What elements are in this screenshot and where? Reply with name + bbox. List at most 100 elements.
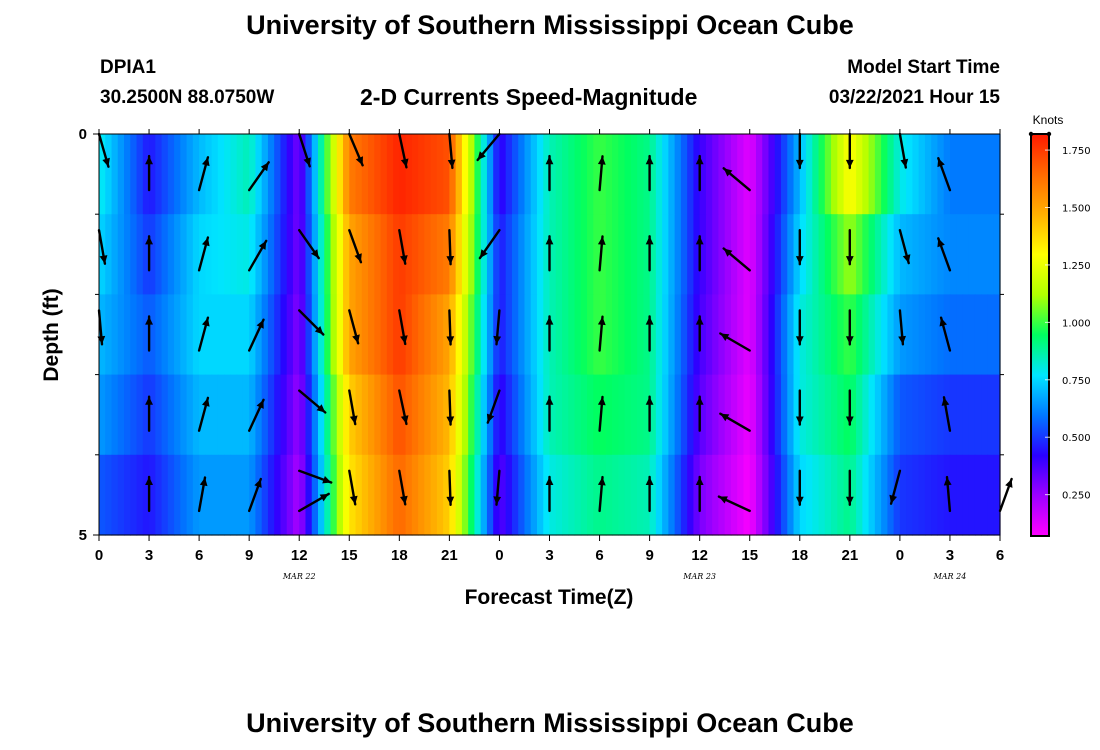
vector-arrowhead bbox=[400, 255, 408, 264]
current-vector bbox=[446, 469, 455, 506]
heatmap-cell bbox=[511, 134, 519, 215]
heatmap-cell bbox=[192, 374, 200, 456]
heatmap-cell bbox=[668, 214, 676, 295]
heatmap-cell bbox=[418, 374, 425, 456]
heatmap-cell bbox=[643, 294, 651, 376]
heatmap-cell bbox=[543, 214, 551, 295]
vector-arrowhead bbox=[845, 256, 854, 265]
vector-arrowhead bbox=[695, 476, 704, 485]
heatmap-cell bbox=[768, 294, 776, 376]
heatmap-cell bbox=[524, 214, 532, 295]
heatmap-cell bbox=[161, 294, 169, 376]
heatmap-cell bbox=[599, 214, 607, 295]
heatmap-cell bbox=[111, 294, 119, 376]
heatmap-cell bbox=[511, 454, 519, 536]
heatmap-cell bbox=[849, 134, 857, 215]
heatmap-cell bbox=[230, 134, 238, 215]
heatmap-cell bbox=[562, 134, 569, 215]
heatmap-cell bbox=[881, 134, 888, 215]
heatmap-cell bbox=[267, 454, 275, 536]
heatmap-cell bbox=[267, 294, 275, 376]
heatmap-cell bbox=[211, 374, 219, 456]
heatmap-cell bbox=[443, 294, 450, 376]
heatmap-cell bbox=[724, 454, 732, 536]
vector-arrowhead bbox=[795, 336, 804, 345]
date-label: MAR 22 bbox=[282, 572, 316, 581]
current-vector bbox=[695, 475, 704, 513]
heatmap-cell bbox=[261, 214, 269, 295]
x-tick-label: 9 bbox=[645, 547, 653, 564]
heatmap-cell bbox=[455, 454, 463, 536]
vector-arrowhead bbox=[258, 240, 267, 250]
heatmap-cell bbox=[130, 214, 138, 295]
vector-arrowhead bbox=[695, 316, 704, 325]
heatmap-cell bbox=[837, 134, 845, 215]
heatmap-cell bbox=[881, 214, 888, 295]
heatmap-cell bbox=[568, 454, 576, 536]
heatmap-cell bbox=[755, 374, 763, 456]
heatmap-cell bbox=[111, 214, 119, 295]
heatmap-cell bbox=[418, 454, 425, 536]
heatmap-cell bbox=[605, 374, 613, 456]
vector-arrowhead bbox=[477, 151, 486, 160]
heatmap-cell bbox=[505, 294, 513, 376]
current-vector bbox=[478, 228, 501, 260]
heatmap-cell bbox=[837, 214, 845, 295]
heatmap-cell bbox=[524, 374, 532, 456]
heatmap-cell bbox=[862, 294, 870, 376]
heatmap-cell bbox=[349, 134, 357, 215]
heatmap-cell bbox=[461, 134, 469, 215]
heatmap-cell bbox=[549, 214, 557, 295]
heatmap-cell bbox=[593, 454, 601, 536]
current-vector bbox=[645, 154, 654, 192]
heatmap-cell bbox=[630, 134, 638, 215]
heatmap-cell bbox=[230, 214, 238, 295]
heatmap-cell bbox=[587, 214, 594, 295]
heatmap-cell bbox=[899, 374, 907, 456]
heatmap-cell bbox=[393, 374, 400, 456]
heatmap-cell bbox=[430, 134, 438, 215]
heatmap-cell bbox=[674, 374, 682, 456]
heatmap-cell bbox=[806, 374, 813, 456]
heatmap-cell bbox=[605, 454, 613, 536]
heatmap-cell bbox=[799, 214, 807, 295]
heatmap-cell bbox=[242, 374, 250, 456]
vector-arrowhead bbox=[900, 158, 909, 168]
heatmap-cell bbox=[530, 374, 538, 456]
heatmap-cell bbox=[774, 134, 782, 215]
heatmap-cell bbox=[868, 374, 876, 456]
current-vector bbox=[645, 235, 654, 272]
heatmap-cell bbox=[474, 374, 482, 456]
heatmap-cell bbox=[411, 294, 419, 376]
heatmap-cell bbox=[99, 374, 106, 456]
heatmap-cell bbox=[718, 454, 726, 536]
heatmap-cell bbox=[536, 134, 544, 215]
heatmap-cell bbox=[455, 134, 463, 215]
page-title-bottom: University of Southern Mississippi Ocean… bbox=[246, 708, 854, 738]
heatmap-cell bbox=[224, 214, 231, 295]
current-vector bbox=[898, 309, 906, 346]
vector-arrowhead bbox=[795, 496, 804, 505]
vector-arrowhead bbox=[845, 416, 854, 425]
heatmap-cell bbox=[824, 294, 832, 376]
heatmap-cell bbox=[374, 374, 382, 456]
heatmap-cell bbox=[117, 374, 125, 456]
heatmap-layer bbox=[99, 134, 1001, 536]
heatmap-cell bbox=[868, 214, 876, 295]
heatmap-cell bbox=[655, 214, 663, 295]
heatmap-cell bbox=[117, 214, 125, 295]
heatmap-cell bbox=[211, 214, 219, 295]
heatmap-cell bbox=[868, 454, 876, 536]
heatmap-cell bbox=[630, 214, 638, 295]
heatmap-cell bbox=[912, 134, 920, 215]
current-vector bbox=[719, 332, 751, 352]
heatmap-cell bbox=[117, 134, 125, 215]
heatmap-cell bbox=[924, 454, 932, 536]
heatmap-cell bbox=[787, 454, 795, 536]
heatmap-cell bbox=[937, 294, 945, 376]
current-vector bbox=[937, 237, 952, 272]
heatmap-cell bbox=[868, 134, 876, 215]
vector-arrowhead bbox=[889, 494, 897, 504]
heatmap-cell bbox=[749, 134, 757, 215]
heatmap-cell bbox=[324, 214, 332, 295]
